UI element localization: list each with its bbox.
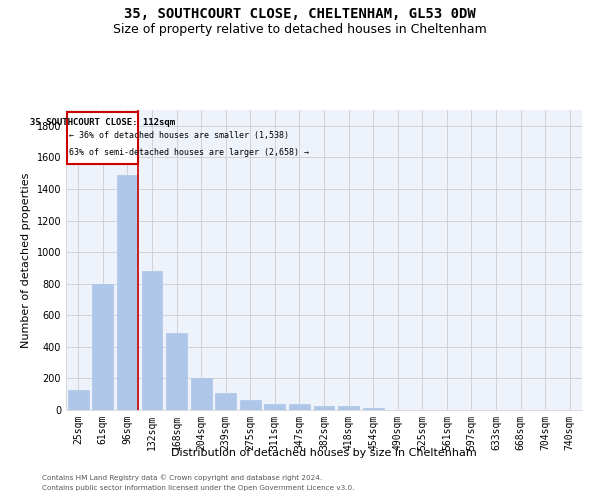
Bar xyxy=(166,332,187,410)
Text: 35 SOUTHCOURT CLOSE: 112sqm: 35 SOUTHCOURT CLOSE: 112sqm xyxy=(30,118,175,127)
Y-axis label: Number of detached properties: Number of detached properties xyxy=(21,172,31,348)
Bar xyxy=(215,394,236,410)
Bar xyxy=(265,404,286,410)
Text: Distribution of detached houses by size in Cheltenham: Distribution of detached houses by size … xyxy=(171,448,477,458)
Bar xyxy=(338,406,359,410)
Bar xyxy=(142,271,163,410)
Bar xyxy=(362,408,383,410)
Bar xyxy=(240,400,261,410)
Text: 63% of semi-detached houses are larger (2,658) →: 63% of semi-detached houses are larger (… xyxy=(69,148,309,157)
Text: 35, SOUTHCOURT CLOSE, CHELTENHAM, GL53 0DW: 35, SOUTHCOURT CLOSE, CHELTENHAM, GL53 0… xyxy=(124,8,476,22)
Bar xyxy=(191,378,212,410)
Bar xyxy=(67,112,138,164)
Bar xyxy=(117,174,138,410)
Bar xyxy=(68,390,89,410)
Text: ← 36% of detached houses are smaller (1,538): ← 36% of detached houses are smaller (1,… xyxy=(69,130,289,140)
Text: Size of property relative to detached houses in Cheltenham: Size of property relative to detached ho… xyxy=(113,22,487,36)
Text: Contains public sector information licensed under the Open Government Licence v3: Contains public sector information licen… xyxy=(42,485,355,491)
Text: Contains HM Land Registry data © Crown copyright and database right 2024.: Contains HM Land Registry data © Crown c… xyxy=(42,474,322,481)
Bar xyxy=(289,404,310,410)
Bar xyxy=(314,406,334,410)
Bar xyxy=(92,284,113,410)
